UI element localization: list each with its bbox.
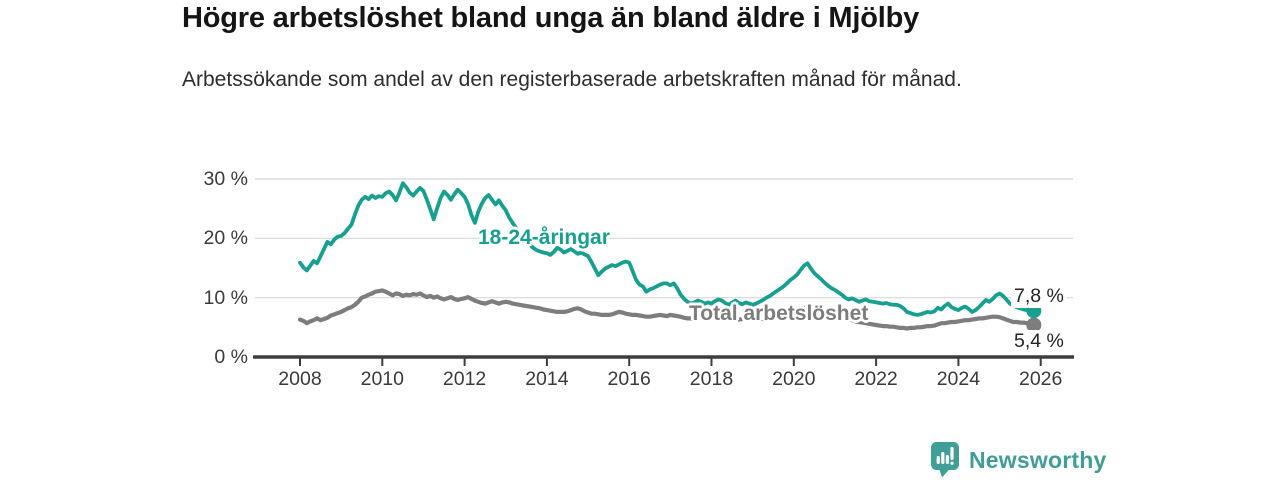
x-axis-tick-marks [299,358,1042,366]
youth-end-value-label: 7,8 % [1011,285,1067,308]
x-axis-label: 2016 [607,368,651,390]
youth-unemployment-line [298,181,1036,317]
x-axis-label: 2024 [936,368,981,390]
x-axis-label: 2014 [525,368,569,390]
total-series-label: Total arbetslöshet [689,302,869,325]
x-axis-label: 2020 [772,368,816,390]
y-axis-label: 10 % [203,286,248,309]
gridlines [255,178,1073,299]
y-axis-label: 30 % [203,168,248,190]
page-subtitle: Arbetssökande som andel av den registerb… [182,68,962,91]
x-axis-label: 2018 [689,368,734,390]
newsworthy-logo[interactable]: Newsworthy [930,442,1106,478]
youth-series-label: 18-24-åringar [478,226,610,249]
total-line-end-dot [1026,317,1042,333]
x-axis-label: 2026 [1018,368,1063,390]
newsworthy-wordmark: Newsworthy [969,446,1107,473]
y-axis-label: 20 % [203,227,248,250]
x-axis-label: 2008 [278,368,322,390]
y-axis-label: 0 % [214,346,248,368]
x-axis-label: 2022 [854,368,898,390]
x-axis-label: 2010 [360,368,404,390]
bar-chart-speech-bubble-icon [931,442,959,478]
page-title: Högre arbetslöshet bland unga än bland ä… [182,2,920,34]
total-end-value-label: 5,4 % [1011,330,1067,353]
total-unemployment-line [297,288,1036,331]
x-axis-label: 2012 [442,368,487,390]
